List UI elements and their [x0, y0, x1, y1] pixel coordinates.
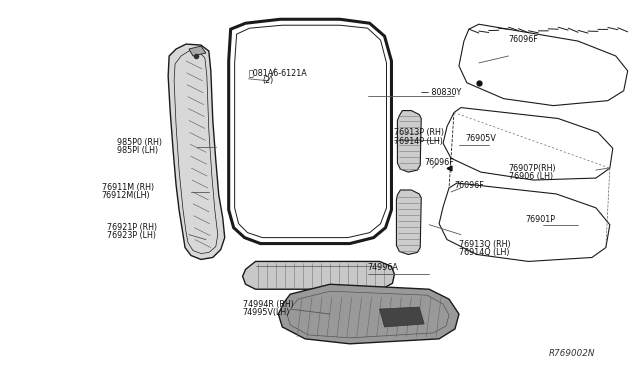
Text: 76096F: 76096F — [454, 182, 484, 190]
Text: 985P0 (RH): 985P0 (RH) — [116, 138, 161, 147]
Text: 76923P (LH): 76923P (LH) — [107, 231, 156, 240]
Text: 76921P (RH): 76921P (RH) — [107, 223, 157, 232]
Text: 76096F: 76096F — [424, 158, 454, 167]
Text: 76913Q (RH): 76913Q (RH) — [459, 240, 511, 249]
Text: 76905V: 76905V — [465, 134, 496, 143]
Polygon shape — [168, 44, 225, 259]
Polygon shape — [189, 46, 206, 56]
Text: 74995V(LH): 74995V(LH) — [243, 308, 290, 317]
Text: Ⓑ081A6-6121A: Ⓑ081A6-6121A — [248, 68, 307, 77]
Text: 76906 (LH): 76906 (LH) — [509, 171, 553, 180]
Text: 76901P: 76901P — [525, 215, 556, 224]
Text: 985PI (LH): 985PI (LH) — [116, 146, 157, 155]
Text: 74996A: 74996A — [367, 263, 399, 272]
Polygon shape — [278, 284, 459, 344]
Polygon shape — [380, 307, 424, 327]
Text: 76907P(RH): 76907P(RH) — [509, 164, 556, 173]
Text: — 80830Y: — 80830Y — [421, 88, 461, 97]
Polygon shape — [397, 110, 421, 172]
Text: 76914P (LH): 76914P (LH) — [394, 137, 444, 146]
Text: 76913P (RH): 76913P (RH) — [394, 128, 444, 137]
Text: 76914Q (LH): 76914Q (LH) — [459, 248, 509, 257]
Text: 76912M(LH): 76912M(LH) — [102, 192, 150, 201]
Polygon shape — [396, 190, 421, 254]
Text: 76911M (RH): 76911M (RH) — [102, 183, 154, 192]
Text: 76096F: 76096F — [509, 35, 538, 44]
Text: (2): (2) — [262, 76, 274, 85]
Text: R769002N: R769002N — [548, 349, 595, 358]
Polygon shape — [243, 262, 394, 289]
Text: 74994R (RH): 74994R (RH) — [243, 299, 294, 309]
